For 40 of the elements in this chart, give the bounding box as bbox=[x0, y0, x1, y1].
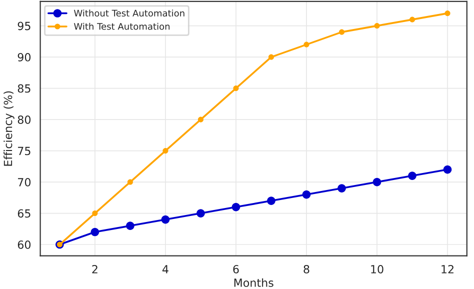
point bbox=[443, 165, 452, 174]
point bbox=[162, 148, 168, 154]
point bbox=[127, 179, 133, 185]
point bbox=[302, 190, 311, 199]
point bbox=[304, 42, 310, 48]
x-tick-label: 4 bbox=[162, 265, 168, 274]
x-tick-label: 8 bbox=[304, 264, 310, 274]
point bbox=[374, 23, 380, 29]
point bbox=[198, 116, 204, 122]
legend-label: With Test Automation bbox=[74, 22, 170, 30]
point bbox=[233, 86, 239, 92]
y-tick-label: 90 bbox=[18, 53, 31, 62]
x-tick-label: 12 bbox=[442, 264, 454, 274]
point bbox=[372, 178, 382, 186]
y-tick-label: 65 bbox=[18, 209, 30, 218]
point bbox=[338, 29, 345, 35]
point bbox=[126, 222, 134, 230]
x-tick-label: 2 bbox=[92, 264, 98, 274]
point bbox=[338, 184, 346, 192]
point bbox=[408, 172, 416, 180]
point bbox=[267, 196, 276, 205]
y-axis-title: Efficiency (%) bbox=[4, 91, 14, 166]
point bbox=[90, 228, 100, 236]
y-tick-label: 60 bbox=[18, 240, 31, 249]
point bbox=[92, 210, 98, 216]
point bbox=[268, 54, 274, 60]
legend-label: Without Test Automation bbox=[74, 10, 184, 17]
y-tick-label: 85 bbox=[18, 84, 30, 93]
y-tick-label: 95 bbox=[18, 22, 30, 30]
x-tick-label: 6 bbox=[233, 264, 239, 274]
point bbox=[409, 16, 416, 22]
x-tick-label: 10 bbox=[371, 264, 384, 274]
y-tick-label: 80 bbox=[18, 116, 31, 124]
point bbox=[232, 202, 240, 212]
y-tick-label: 75 bbox=[18, 146, 30, 156]
point bbox=[161, 215, 170, 224]
point bbox=[196, 209, 205, 218]
x-axis-title: Months bbox=[234, 278, 274, 287]
y-tick-label: 70 bbox=[18, 178, 31, 186]
point bbox=[444, 10, 450, 16]
